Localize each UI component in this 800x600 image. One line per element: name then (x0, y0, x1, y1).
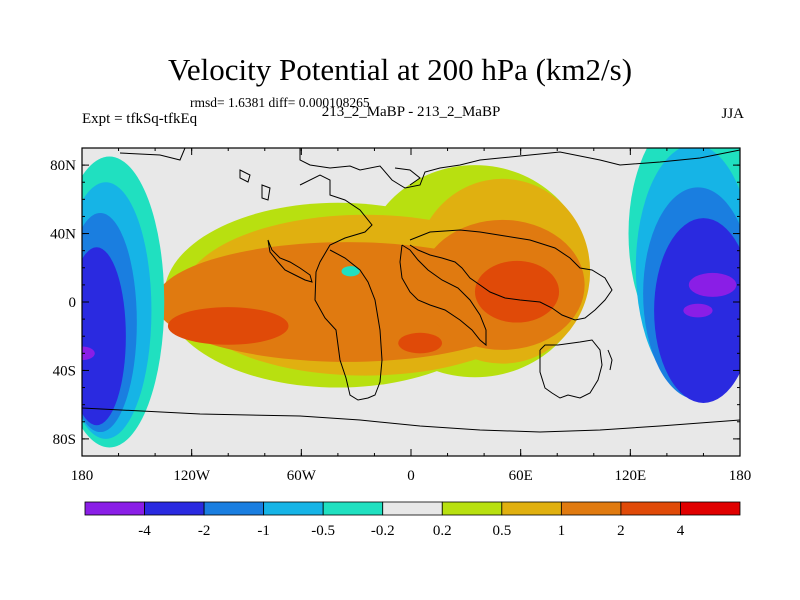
colorbar-swatch (84, 501, 145, 516)
contour-region-8-1 (82, 346, 95, 361)
coastline-outlines (82, 148, 740, 433)
y-tick-label: 80N (50, 158, 76, 174)
colorbar-swatch (144, 501, 205, 516)
y-tick-label: 40S (53, 363, 76, 379)
colorbar-swatch (620, 501, 681, 516)
contour-region-8-2 (683, 303, 713, 318)
experiment-label: Expt = tfkSq-tfkEq (82, 111, 198, 127)
model-label: 213_2_MaBP - 213_2_MaBP (321, 104, 501, 120)
colorbar-swatch (322, 501, 384, 516)
contour-region-3-1 (474, 260, 560, 323)
colorbar-swatch (263, 501, 324, 516)
contour-region-4-2 (341, 266, 360, 277)
x-tick-label: 60E (509, 468, 533, 484)
colorbar-label: 0.2 (433, 523, 452, 539)
contour-region-8-0 (688, 272, 737, 297)
y-axis: 80N 40N 0 40S 80S (50, 158, 740, 448)
chart-title: Velocity Potential at 200 hPa (km2/s) (167, 52, 633, 87)
season-label: JJA (721, 106, 744, 122)
x-tick-label: 180 (71, 468, 94, 484)
x-tick-label: 0 (407, 468, 415, 484)
colorbar-swatch (382, 501, 443, 516)
stats-line: rmsd= 1.6381 diff= 0.000108265 (190, 95, 370, 110)
colorbar-label: 4 (677, 523, 685, 539)
x-tick-label: 120E (614, 468, 646, 484)
colorbar-label: 2 (617, 523, 625, 539)
colorbar-swatch (560, 501, 622, 516)
colorbar-label: -4 (138, 523, 151, 539)
colorbar-label: 0.5 (492, 523, 511, 539)
colorbar-swatch (501, 501, 562, 516)
contour-region-7-1 (82, 247, 126, 426)
colorbar-swatch (441, 501, 503, 516)
colorbar-swatch (680, 501, 741, 516)
colorbar-label: -2 (198, 523, 211, 539)
x-tick-label: 180 (729, 468, 752, 484)
y-tick-label: 80S (53, 432, 76, 448)
y-tick-label: 40N (50, 227, 76, 243)
colorbar-label: 1 (558, 523, 566, 539)
y-tick-label: 0 (69, 295, 77, 311)
colorbar-swatch (203, 501, 265, 516)
x-tick-label: 60W (287, 468, 317, 484)
colorbar-label: -1 (257, 523, 270, 539)
contour-fields (82, 148, 740, 448)
colorbar-label: -0.5 (311, 523, 335, 539)
colorbar: -4 -2 -1 -0.5 -0.2 0.2 0.5 1 2 4 (84, 501, 741, 539)
contour-region-3-2 (398, 332, 443, 354)
x-tick-label: 120W (173, 468, 211, 484)
colorbar-label: -0.2 (371, 523, 395, 539)
x-axis: 180 120W 60W 0 60E 120E 180 (71, 148, 752, 484)
contour-region-3-0 (167, 307, 289, 345)
